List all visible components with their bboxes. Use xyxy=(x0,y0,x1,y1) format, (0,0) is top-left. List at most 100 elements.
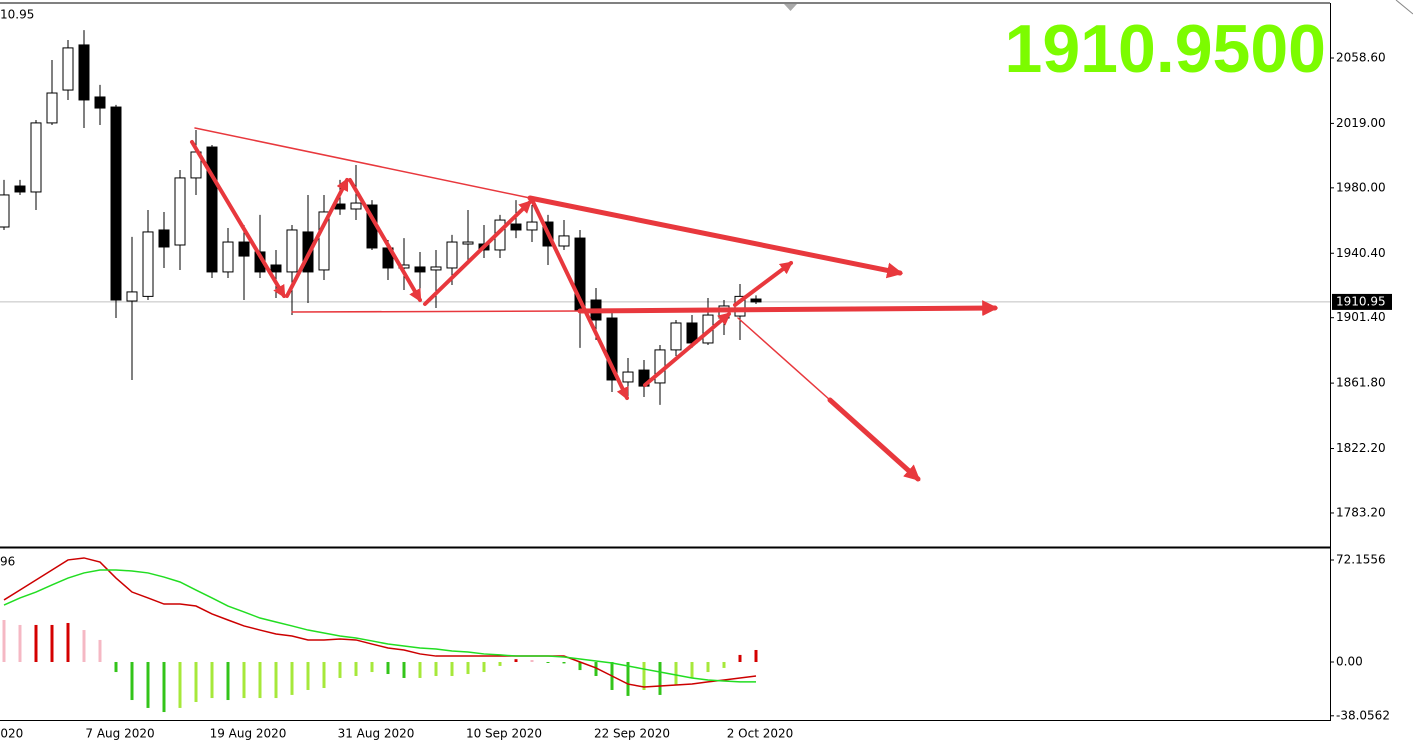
candle-body xyxy=(510,223,522,231)
x-tick-label: 10 Sep 2020 xyxy=(466,727,542,741)
candle-body xyxy=(0,194,10,228)
candle-body xyxy=(158,229,170,248)
histogram-bar xyxy=(514,659,518,662)
y-tick-label: 1783.20 xyxy=(1336,505,1386,519)
histogram-bar xyxy=(290,661,294,695)
candle-body xyxy=(350,202,362,210)
candle-body xyxy=(110,106,122,301)
candle-body xyxy=(62,47,74,91)
candle-body xyxy=(286,229,298,273)
histogram-bar xyxy=(50,624,54,662)
y-tick-label: 1861.80 xyxy=(1336,376,1386,390)
candle-body xyxy=(126,291,138,302)
support-arrow xyxy=(577,300,999,317)
wave-arrow xyxy=(531,200,629,401)
histogram-bar xyxy=(482,661,486,673)
histogram-bar xyxy=(546,661,550,663)
histogram-bar xyxy=(754,649,758,662)
candle-body xyxy=(318,211,330,271)
histogram-bar xyxy=(322,661,326,689)
projection-arrow xyxy=(827,397,921,482)
support-line xyxy=(291,310,581,313)
histogram-bar xyxy=(722,661,726,668)
annotations xyxy=(190,127,999,482)
candle-body xyxy=(606,317,618,381)
candle-body xyxy=(750,298,762,303)
histogram-bar xyxy=(578,661,582,671)
histogram-bar xyxy=(498,661,502,666)
histogram-bar xyxy=(738,654,742,662)
candle-body xyxy=(142,231,154,297)
histogram-bar xyxy=(130,661,134,701)
last-price-box xyxy=(1332,293,1392,310)
histogram-bar xyxy=(242,661,246,699)
candle-body xyxy=(222,241,234,273)
x-tick-label: 31 Aug 2020 xyxy=(338,727,415,741)
price-display: 1910.9500 xyxy=(1005,11,1326,87)
histogram-bar xyxy=(194,661,198,703)
candle-body xyxy=(654,349,666,384)
histogram-bar xyxy=(354,661,358,676)
x-tick-label: 19 Aug 2020 xyxy=(210,727,287,741)
candle-body xyxy=(30,122,42,193)
candle-body xyxy=(462,241,474,245)
candle-body xyxy=(46,92,58,124)
histogram-bar xyxy=(34,624,38,662)
candle-body xyxy=(206,146,218,273)
trend-line xyxy=(194,127,531,199)
trend-arrow xyxy=(527,195,904,279)
indicator-line xyxy=(3,557,757,688)
y-tick-label: 1940.40 xyxy=(1336,246,1386,260)
histogram-bar xyxy=(626,661,630,696)
x-tick-label: 2 Oct 2020 xyxy=(727,727,794,741)
panel-header: 96 xyxy=(0,555,15,569)
candle-body xyxy=(14,185,26,193)
histogram-bar xyxy=(146,661,150,708)
candle-body xyxy=(334,203,346,210)
wave-arrow xyxy=(423,200,532,306)
candle-body xyxy=(78,44,90,101)
histogram-bar xyxy=(674,661,678,686)
y-tick-label: 1901.40 xyxy=(1336,310,1386,324)
candle-body xyxy=(414,266,426,273)
histogram-bar xyxy=(418,661,422,678)
histogram-bar xyxy=(114,661,118,673)
indicator-line xyxy=(3,569,756,683)
histogram-bar xyxy=(274,661,278,699)
y-tick-label: 2058.60 xyxy=(1336,50,1386,64)
candle-body xyxy=(238,241,250,257)
wave-arrow xyxy=(733,261,794,307)
histogram-bar xyxy=(66,622,70,662)
y-tick-label: 1822.20 xyxy=(1336,441,1386,455)
window-edge xyxy=(1395,0,1413,15)
histogram-bar xyxy=(434,661,438,676)
candle-body xyxy=(94,96,106,109)
y-tick-label: 1980.00 xyxy=(1336,180,1386,194)
candle-body xyxy=(446,241,458,269)
candle-body xyxy=(622,371,634,383)
histogram-bar xyxy=(306,661,310,690)
histogram-bar xyxy=(706,661,710,673)
wave-arrow xyxy=(190,140,286,299)
x-tick-label: 7 Aug 2020 xyxy=(85,727,154,741)
histogram-bar xyxy=(530,660,534,662)
histogram-bar xyxy=(258,661,262,699)
histogram-bar xyxy=(18,624,22,662)
candle-body xyxy=(558,235,570,247)
histogram-bar xyxy=(450,661,454,676)
histogram-bar xyxy=(162,661,166,713)
histogram-bar xyxy=(82,630,86,662)
histogram-bar xyxy=(594,661,598,676)
y-tick-label: -38.0562 xyxy=(1336,708,1390,722)
histogram-bar xyxy=(642,661,646,690)
last-price-label: 1910.95 xyxy=(1336,294,1386,308)
wave-arrow xyxy=(348,178,422,303)
y-tick-label: 72.1556 xyxy=(1336,552,1386,566)
candle-body xyxy=(526,221,538,231)
histogram-bar xyxy=(226,661,230,701)
histogram-bar xyxy=(386,661,390,675)
histogram-bar xyxy=(466,661,470,675)
